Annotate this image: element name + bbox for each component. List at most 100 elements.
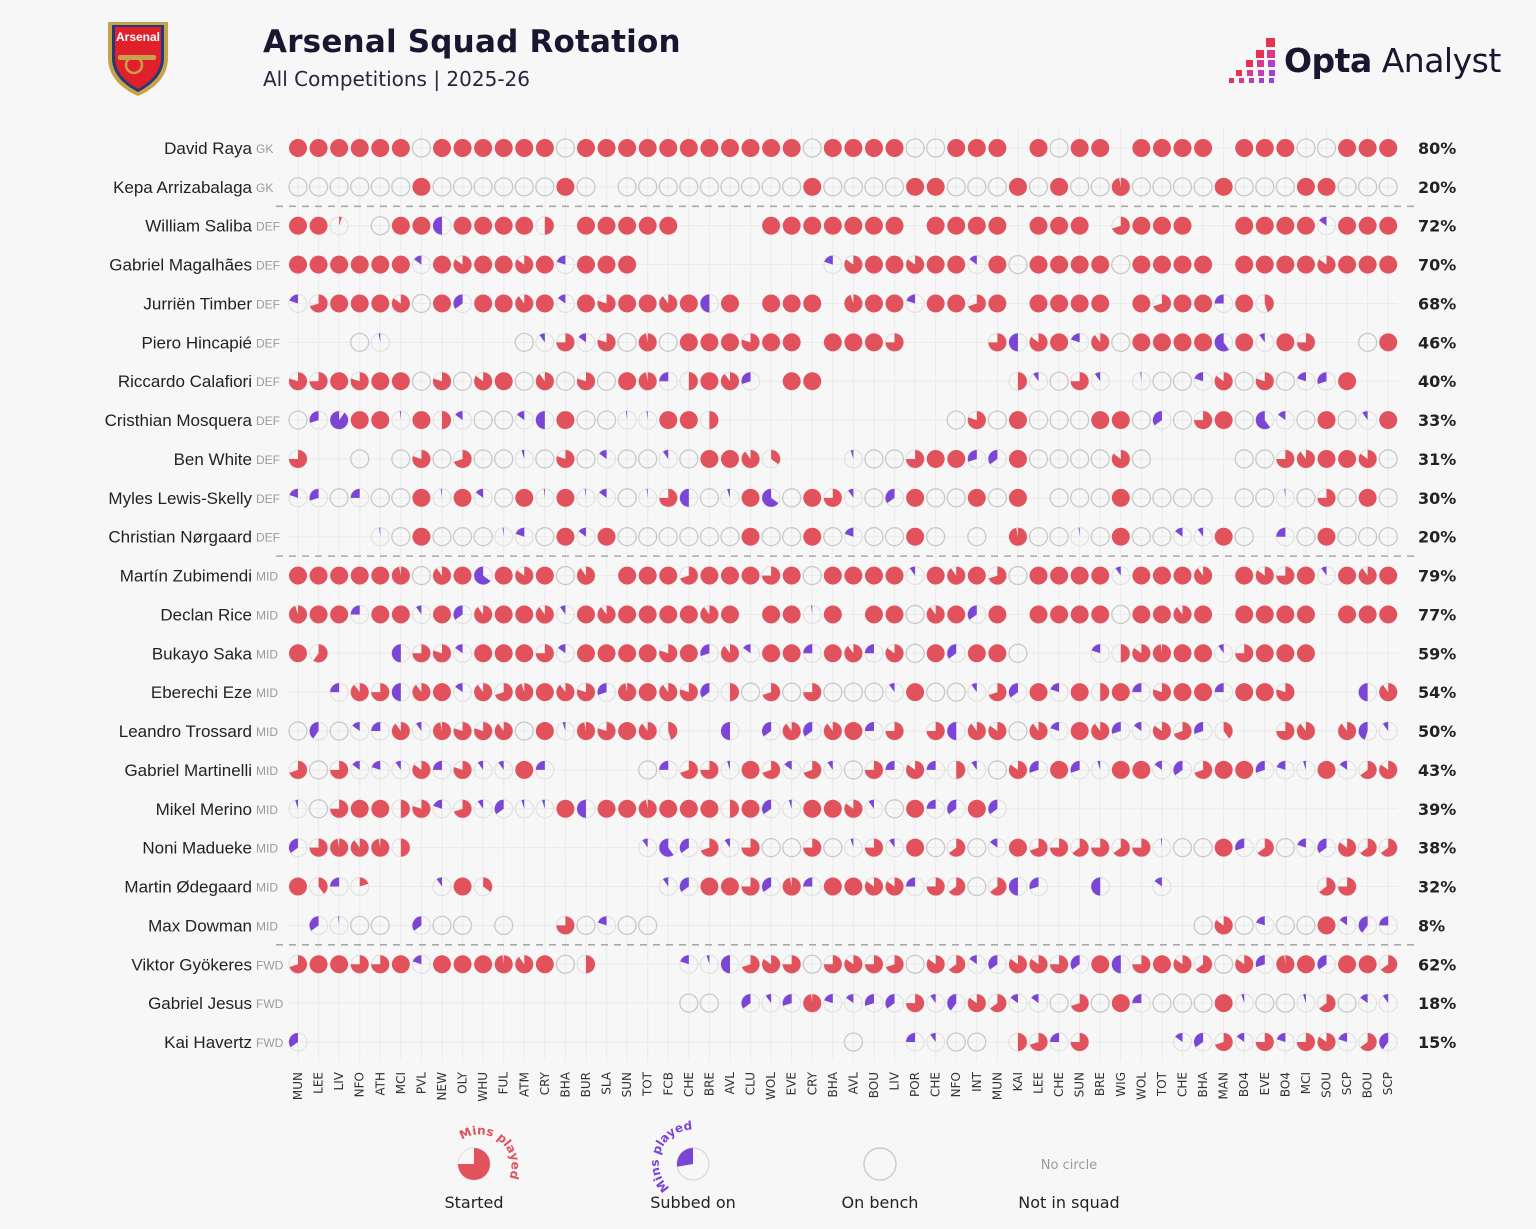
match-cell <box>391 255 410 274</box>
match-cell <box>1152 643 1172 663</box>
match-cell <box>1111 254 1131 275</box>
match-cell <box>576 644 595 663</box>
match-cell <box>1132 760 1151 779</box>
match-cell <box>617 449 637 469</box>
match-cell <box>782 333 801 352</box>
match-cell <box>761 449 781 469</box>
player-start-percent: 72% <box>1418 217 1456 236</box>
match-cell <box>740 332 761 352</box>
match-cell <box>988 644 1007 663</box>
match-cell <box>1378 838 1398 858</box>
match-cell <box>514 410 534 430</box>
match-cell <box>1316 255 1337 275</box>
match-cell <box>864 566 883 585</box>
match-cell <box>1214 332 1234 352</box>
player-position: DEF <box>256 375 280 389</box>
match-cell <box>1275 527 1295 547</box>
match-cell <box>1028 177 1049 197</box>
match-cell <box>576 527 596 547</box>
match-cell <box>638 644 657 663</box>
match-cell <box>987 488 1008 508</box>
match-cell <box>926 760 946 780</box>
match-cell <box>432 799 452 819</box>
match-cell <box>617 488 637 508</box>
player-name: Max Dowman <box>148 916 252 935</box>
player-row: Declan Rice MID 77% <box>160 604 1456 625</box>
player-name: Bukayo Saka <box>152 644 253 663</box>
match-cell <box>884 721 905 741</box>
match-cell <box>782 721 802 741</box>
match-cell <box>555 565 576 586</box>
match-cell <box>699 527 720 547</box>
player-position: DEF <box>256 336 280 350</box>
match-cell <box>370 216 390 236</box>
player-name: Leandro Trossard <box>119 722 252 741</box>
match-cell <box>658 682 678 702</box>
match-cell <box>494 216 513 235</box>
player-name: Jurriën Timber <box>143 294 252 313</box>
match-cell <box>618 605 637 624</box>
x-tick-label: BHA <box>558 1071 572 1097</box>
match-cell <box>411 449 432 469</box>
match-cell <box>1090 527 1110 547</box>
match-cell <box>618 216 637 235</box>
legend-bench-icon <box>863 1147 897 1181</box>
x-tick-label: CLU <box>744 1072 758 1095</box>
match-cell <box>411 255 432 275</box>
match-cell <box>288 838 308 858</box>
match-cell <box>1296 177 1315 196</box>
match-cell <box>452 915 473 936</box>
match-cell <box>761 488 781 508</box>
match-cell <box>1255 371 1275 391</box>
match-cell <box>1173 139 1192 157</box>
match-cell <box>1296 838 1316 858</box>
match-cell <box>926 177 945 196</box>
match-cell <box>1173 644 1192 663</box>
match-cell <box>1152 993 1172 1013</box>
match-cell <box>803 294 822 313</box>
match-cell <box>289 877 307 896</box>
match-cell <box>926 294 945 313</box>
match-cell <box>1194 644 1213 663</box>
player-start-percent: 31% <box>1418 450 1456 469</box>
match-cell <box>1358 410 1378 430</box>
x-tick-label: NEW <box>435 1072 449 1101</box>
match-cell <box>967 604 987 625</box>
match-cell <box>1255 838 1275 858</box>
player-row: Jurriën Timber DEF 68% <box>143 293 1456 314</box>
match-cell <box>1028 449 1049 469</box>
match-cell <box>1338 449 1357 468</box>
match-cell <box>288 293 308 314</box>
player-name: Viktor Gyökeres <box>131 955 252 974</box>
match-cell <box>432 255 451 274</box>
match-cell <box>699 838 720 858</box>
match-cell <box>391 955 410 974</box>
match-cell <box>803 216 822 235</box>
match-cell <box>1193 838 1213 858</box>
match-cell <box>1090 993 1110 1013</box>
match-cell <box>1255 605 1274 624</box>
match-cell <box>659 139 678 157</box>
match-cell <box>823 255 843 275</box>
player-start-percent: 62% <box>1418 955 1456 974</box>
match-cell <box>576 255 595 274</box>
match-cell <box>1255 332 1275 352</box>
match-cell <box>453 488 472 507</box>
match-cell <box>556 488 575 507</box>
match-cell <box>1214 643 1234 663</box>
player-position: FWD <box>256 997 284 1011</box>
player-name: Ben White <box>174 450 252 469</box>
match-cell <box>1111 643 1131 663</box>
player-position: DEF <box>256 453 280 467</box>
match-cell <box>1132 333 1151 352</box>
match-cell <box>452 799 473 819</box>
match-cell <box>1131 488 1152 508</box>
match-cell <box>946 1032 966 1052</box>
match-cell <box>576 721 596 741</box>
match-cell <box>1214 177 1233 196</box>
player-position: MID <box>256 842 278 856</box>
match-cell <box>802 838 822 858</box>
player-start-percent: 59% <box>1418 644 1456 663</box>
match-cell <box>1338 955 1357 974</box>
match-cell <box>1152 255 1171 274</box>
